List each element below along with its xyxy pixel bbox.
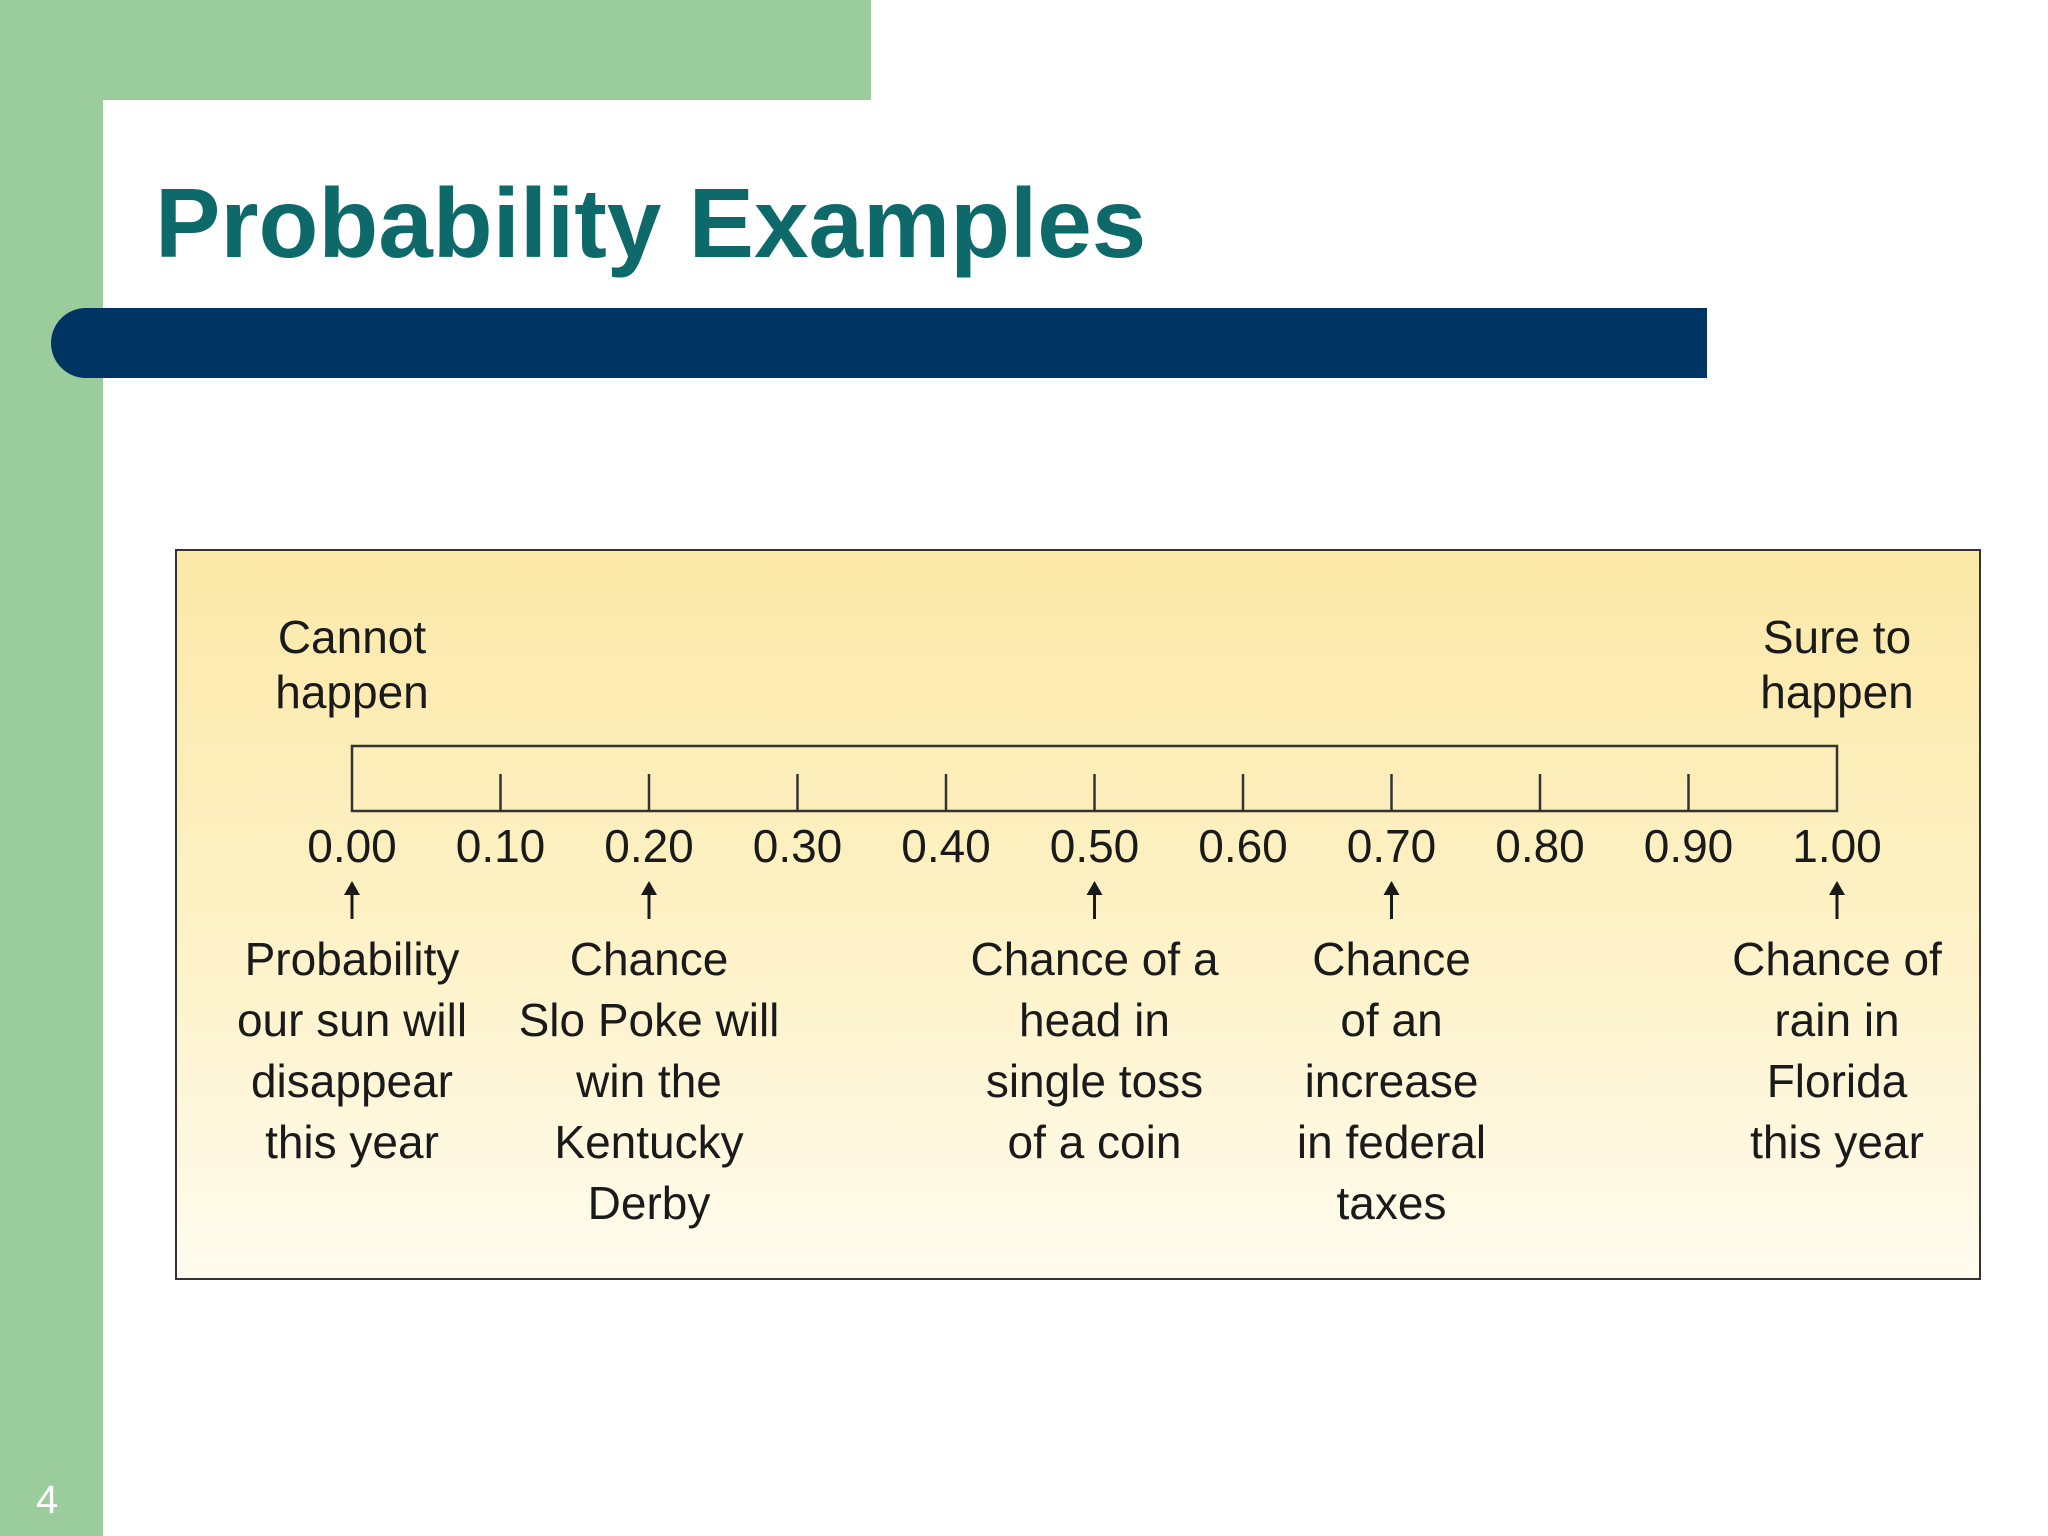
left-decor-band [0, 0, 103, 1536]
example-arrow-head [1383, 881, 1400, 895]
tick-label: 0.40 [901, 820, 991, 872]
example-label-line: increase [1305, 1055, 1479, 1107]
slide-title: Probability Examples [155, 168, 1147, 278]
example-label-line: head in [1019, 994, 1170, 1046]
tick-label: 0.20 [604, 820, 694, 872]
example-label-line: of a coin [1008, 1116, 1182, 1168]
tick-label: 0.00 [307, 820, 397, 872]
example-label-line: Kentucky [554, 1116, 743, 1168]
example-label-line: this year [1750, 1116, 1924, 1168]
tick-label: 0.70 [1347, 820, 1437, 872]
example-label-line: Chance [570, 933, 729, 985]
probability-scale-figure: 0.00 0.10 0.20 0.30 0.40 0.50 0.60 0.70 0.80 0.90… [175, 549, 1981, 1280]
example-label-line: rain in [1774, 994, 1899, 1046]
example-arrow-head [1086, 881, 1103, 895]
page-number: 4 [36, 1478, 59, 1522]
example-label-line: our sun will [237, 994, 467, 1046]
tick-label: 0.80 [1495, 820, 1585, 872]
example-label-line: in federal [1297, 1116, 1486, 1168]
example-arrow-head [641, 881, 657, 895]
tick-label: 0.30 [753, 820, 843, 872]
example-label-line: Florida [1767, 1055, 1908, 1107]
probability-scale-svg: 0.00 0.10 0.20 0.30 0.40 0.50 0.60 0.70 0.80 0.90… [237, 611, 1942, 1229]
example-arrow-head [1829, 881, 1845, 895]
tick-label: 0.60 [1198, 820, 1288, 872]
tick-label: 0.90 [1644, 820, 1734, 872]
end-label-cannot-happen: happen [275, 666, 429, 718]
example-label-line: of an [1340, 994, 1442, 1046]
end-label-sure-to-happen: Sure to [1763, 611, 1911, 663]
end-label-cannot-happen: Cannot [278, 611, 427, 663]
example-arrow-head [344, 881, 360, 895]
tick-label: 1.00 [1792, 820, 1882, 872]
example-label-line: taxes [1337, 1177, 1447, 1229]
example-label-line: Chance of [1732, 933, 1942, 985]
tick-label: 0.10 [456, 820, 546, 872]
example-label-line: win the [575, 1055, 722, 1107]
example-label-line: Slo Poke will [519, 994, 780, 1046]
title-underline-bar [51, 308, 1707, 378]
example-label-line: this year [265, 1116, 439, 1168]
tick-label: 0.50 [1050, 820, 1140, 872]
example-label-line: Chance [1312, 933, 1471, 985]
example-label-line: Derby [588, 1177, 711, 1229]
top-decor-band [0, 0, 871, 100]
example-label-line: single toss [986, 1055, 1203, 1107]
example-label-line: disappear [251, 1055, 453, 1107]
example-label-line: Chance of a [970, 933, 1218, 985]
end-label-sure-to-happen: happen [1760, 666, 1914, 718]
example-label-line: Probability [245, 933, 460, 985]
